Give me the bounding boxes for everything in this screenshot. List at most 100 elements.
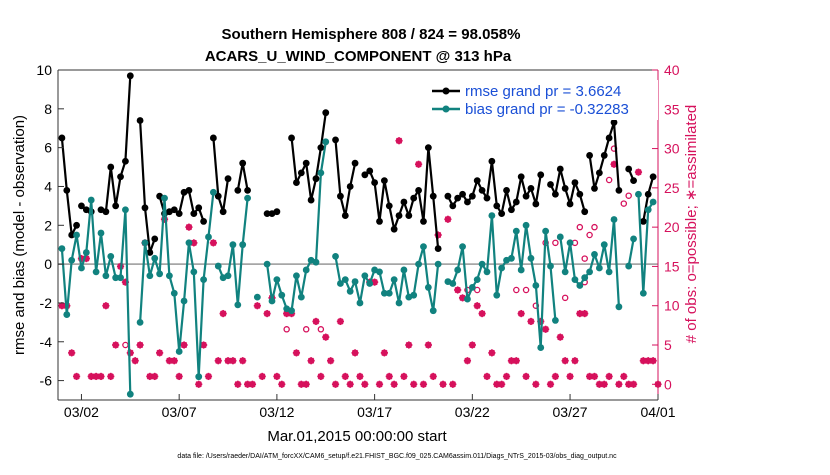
legend-marker-rmse xyxy=(442,87,450,95)
legend-marker-bias xyxy=(442,105,450,113)
rmse-point xyxy=(122,157,129,165)
rmse-point xyxy=(141,204,149,212)
obs-possible-point-109 xyxy=(591,373,598,380)
y-tick-label: -6 xyxy=(40,373,53,389)
y-tick-label: 8 xyxy=(44,101,52,117)
bias-point xyxy=(170,289,178,297)
obs-possible-point-130 xyxy=(581,255,588,262)
bias-point xyxy=(107,252,115,260)
y2-tick-label: 10 xyxy=(664,298,680,314)
y2-tick-label: 5 xyxy=(664,337,672,353)
rmse-point xyxy=(78,202,85,210)
rmse-point xyxy=(561,185,569,192)
obs-possible-point-41 xyxy=(258,373,266,380)
bias-point xyxy=(561,268,569,276)
bias-point xyxy=(351,278,359,285)
rmse-point xyxy=(273,208,281,216)
obs-possible-point-87 xyxy=(483,373,491,380)
bias-point xyxy=(542,227,550,235)
obs-possible-point-121 xyxy=(649,357,657,364)
bias-point xyxy=(547,262,554,270)
obs-possible-point-84 xyxy=(469,341,476,349)
obs-possible-point-96 xyxy=(527,318,535,325)
x-tick-label: 03/17 xyxy=(357,404,392,420)
bias-point xyxy=(332,252,339,260)
y2-tick-label: 30 xyxy=(664,141,680,157)
rmse-point xyxy=(224,175,232,183)
bias-point xyxy=(415,260,422,268)
rmse-line-segment-6 xyxy=(212,137,230,213)
obs-possible-point-26 xyxy=(185,223,193,231)
obs-possible-point-97 xyxy=(532,381,540,388)
rmse-point xyxy=(146,249,154,256)
obs-possible-point-131 xyxy=(576,223,584,231)
rmse-point xyxy=(58,134,66,142)
series-layer xyxy=(58,72,657,398)
rmse-point xyxy=(473,177,481,185)
obs-possible-point-124 xyxy=(302,326,310,333)
bias-point xyxy=(141,239,149,247)
rmse-point xyxy=(429,192,437,200)
bias-point xyxy=(253,293,261,301)
bias-point xyxy=(268,297,276,305)
obs-possible-point-50 xyxy=(302,381,310,388)
bias-point xyxy=(195,373,203,381)
obs-possible-point-37 xyxy=(239,357,246,364)
bias-point xyxy=(337,280,344,287)
rmse-point xyxy=(239,159,247,167)
bias-point xyxy=(464,295,471,303)
bias-point xyxy=(527,254,535,262)
bias-point xyxy=(615,303,623,311)
y2-tick-label: 15 xyxy=(664,258,680,274)
bias-point xyxy=(117,274,124,282)
obs-possible-point-139 xyxy=(561,294,569,302)
bias-line-segment-1 xyxy=(139,192,215,378)
obs-possible-point-123 xyxy=(283,326,290,333)
bias-point xyxy=(209,188,217,196)
bias-point xyxy=(395,299,403,307)
obs-possible-point-80 xyxy=(449,381,457,388)
bias-point xyxy=(571,276,579,284)
obs-possible-point-3 xyxy=(73,373,80,380)
rmse-point xyxy=(380,177,388,185)
bias-point xyxy=(146,272,154,280)
y2-axis-label: # of obs: o=possible; ∗=assimilated xyxy=(683,105,700,344)
obs-possible-point-45 xyxy=(278,381,286,388)
bias-point xyxy=(532,282,540,289)
obs-possible-point-133 xyxy=(591,223,598,231)
obs-possible-point-52 xyxy=(312,318,320,325)
y-axis-label: rmse and bias (model - observation) xyxy=(11,115,28,355)
bias-point xyxy=(512,227,520,235)
bias-series xyxy=(58,138,657,398)
rmse-point xyxy=(302,159,310,167)
rmse-point xyxy=(361,171,369,179)
obs-possible-point-67 xyxy=(386,373,393,380)
rmse-point xyxy=(107,163,115,171)
bias-point xyxy=(605,268,613,276)
obs-possible-point-54 xyxy=(322,333,330,341)
bias-point xyxy=(58,245,66,252)
bias-point xyxy=(239,241,247,249)
rmse-point xyxy=(503,186,510,194)
rmse-point xyxy=(424,144,432,152)
obs-possible-point-128 xyxy=(552,239,559,247)
rmse-point xyxy=(322,109,330,117)
obs-possible-point-60 xyxy=(351,349,359,357)
obs-possible-point-136 xyxy=(625,192,632,199)
y-tick-label: 4 xyxy=(44,178,52,194)
obs-possible-point-99 xyxy=(542,326,549,333)
bias-point xyxy=(234,301,242,309)
obs-possible-point-19 xyxy=(151,373,158,380)
chart-title: Southern Hemisphere 808 / 824 = 98.058% xyxy=(222,26,521,43)
obs-possible-point-61 xyxy=(356,373,364,380)
rmse-point xyxy=(112,202,120,210)
bias-point xyxy=(63,311,71,318)
bias-point xyxy=(556,233,564,241)
bias-point xyxy=(537,344,545,351)
rmse-point xyxy=(420,218,427,225)
rmse-point xyxy=(195,204,203,212)
obs-possible-point-53 xyxy=(317,373,325,380)
rmse-point xyxy=(63,186,71,194)
bias-point xyxy=(595,264,603,272)
